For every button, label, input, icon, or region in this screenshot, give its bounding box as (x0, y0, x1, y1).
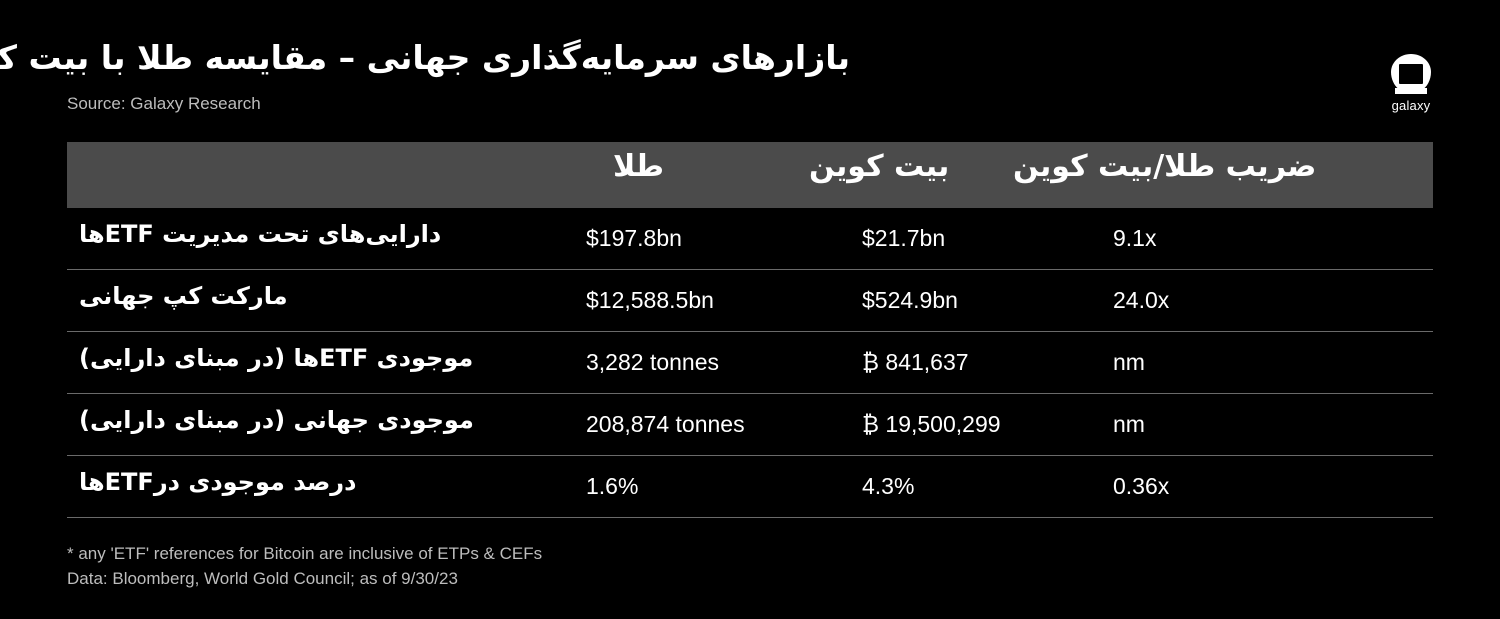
table-row: موجودی ETFها (در مبنای دارایی) 3,282 ton… (67, 332, 1433, 394)
table-row: مارکت کپ جهانی $12,588.5bn $524.9bn 24.0… (67, 270, 1433, 332)
ratio-value: 24.0x (1113, 287, 1170, 313)
column-header-gold: طلا (613, 149, 665, 184)
bitcoin-value: ₿ 841,637 (862, 349, 969, 375)
ratio-value: 0.36x (1113, 473, 1170, 499)
table-row: درصد موجودی درETFها 1.6% 4.3% 0.36x (67, 456, 1433, 518)
comparison-table: طلا بیت کوین ضریب طلا/بیت کوین دارایی‌ها… (67, 142, 1433, 518)
footnotes: * any 'ETF' references for Bitcoin are i… (67, 541, 542, 591)
row-label: مارکت کپ جهانی (79, 282, 288, 310)
ratio-value: 9.1x (1113, 225, 1157, 251)
row-label: دارایی‌های تحت مدیریت ETFها (79, 220, 442, 248)
bitcoin-value: $524.9bn (862, 287, 958, 313)
gold-value: 208,874 tonnes (586, 411, 745, 437)
gold-value: $197.8bn (586, 225, 682, 251)
table-row: دارایی‌های تحت مدیریت ETFها $197.8bn $21… (67, 208, 1433, 270)
ratio-value: nm (1113, 349, 1145, 375)
column-header-bitcoin: بیت کوین (809, 149, 950, 184)
bitcoin-value: $21.7bn (862, 225, 946, 251)
row-label: موجودی جهانی (در مبنای دارایی) (79, 406, 474, 434)
source-label: Source: Galaxy Research (67, 94, 261, 113)
row-label: موجودی ETFها (در مبنای دارایی) (79, 344, 474, 372)
gold-value: 1.6% (586, 473, 639, 499)
table-header-row: طلا بیت کوین ضریب طلا/بیت کوین (67, 142, 1433, 208)
gold-value: $12,588.5bn (586, 287, 714, 313)
table-row: موجودی جهانی (در مبنای دارایی) 208,874 t… (67, 394, 1433, 456)
bitcoin-value: 4.3% (862, 473, 915, 499)
footnote-etf: * any 'ETF' references for Bitcoin are i… (67, 544, 543, 563)
page-title: بازارهای سرمایه‌گذاری جهانی – مقایسه طلا… (0, 38, 850, 77)
ratio-value: nm (1113, 411, 1145, 437)
bitcoin-value: ₿ 19,500,299 (862, 411, 1001, 437)
galaxy-logo: galaxy (1386, 52, 1436, 120)
column-header-ratio: ضریب طلا/بیت کوین (1013, 149, 1317, 184)
galaxy-logo-icon (1391, 54, 1431, 94)
logo-wordmark: galaxy (1391, 98, 1431, 113)
gold-value: 3,282 tonnes (586, 349, 720, 375)
footnote-data-source: Data: Bloomberg, World Gold Council; as … (67, 569, 458, 588)
row-label: درصد موجودی درETFها (79, 468, 357, 496)
